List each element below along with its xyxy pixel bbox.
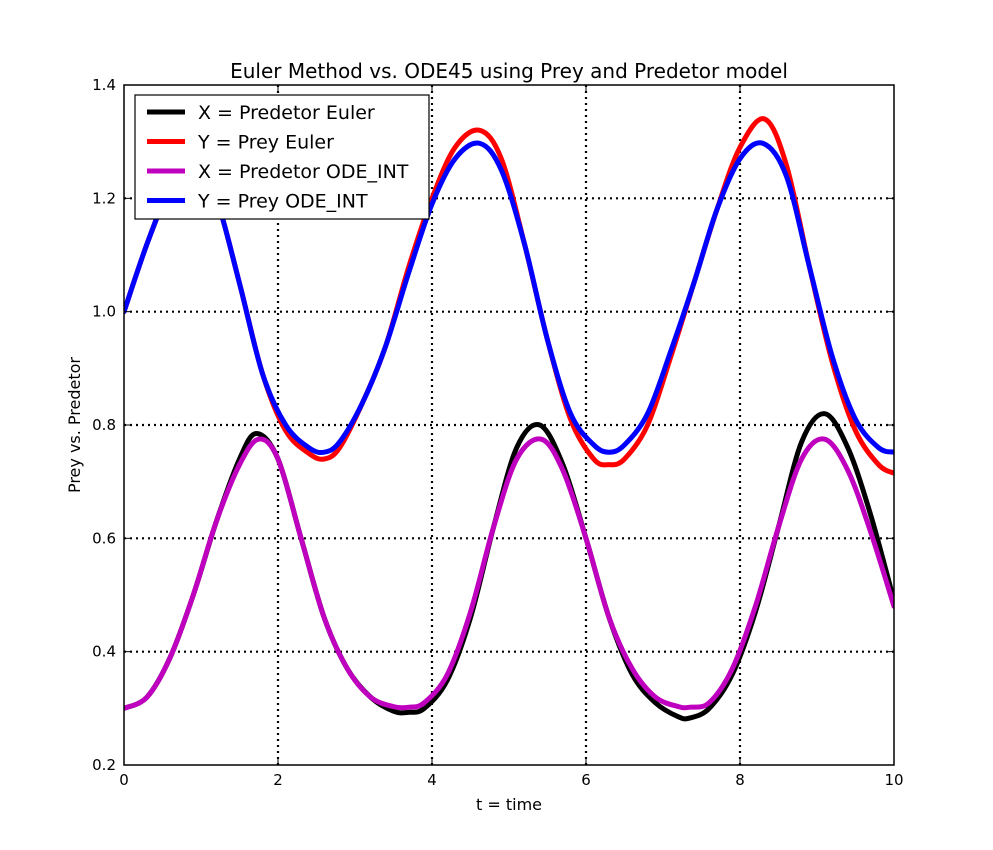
x-tick-label: 10 (884, 771, 903, 789)
x-tick-label: 2 (273, 771, 283, 789)
legend-label: Y = Prey ODE_INT (197, 191, 368, 213)
y-tick-label: 1.4 (92, 76, 116, 94)
y-axis-label: Prey vs. Predetor (65, 357, 84, 493)
legend: X = Predetor Euler Y = Prey Euler X = Pred… (134, 94, 430, 220)
x-tick-label: 0 (119, 771, 129, 789)
legend-label: X = Predetor ODE_INT (198, 161, 409, 183)
y-tick-label: 1.2 (92, 189, 116, 207)
legend-label: X = Predetor Euler (198, 102, 375, 124)
y-tick-label: 0.8 (92, 416, 116, 434)
y-tick-label: 0.2 (92, 756, 116, 774)
y-tick-label: 0.6 (92, 529, 116, 547)
x-tick-label: 6 (581, 771, 591, 789)
y-tick-label: 1.0 (92, 303, 116, 321)
y-tick-label: 0.4 (92, 643, 116, 661)
x-axis-label: t = time (476, 795, 542, 814)
x-tick-label: 4 (427, 771, 437, 789)
legend-label: Y = Prey Euler (197, 132, 334, 154)
series-line-3 (124, 140, 894, 456)
series-line-2 (124, 436, 894, 711)
ticks: 0 2 4 6 8 10 0.2 0.4 0.6 0.8 1.0 1.2 1.4 (92, 76, 903, 789)
x-tick-label: 8 (735, 771, 745, 789)
series-layer (124, 116, 894, 722)
chart-title: Euler Method vs. ODE45 using Prey and Pr… (230, 59, 788, 83)
